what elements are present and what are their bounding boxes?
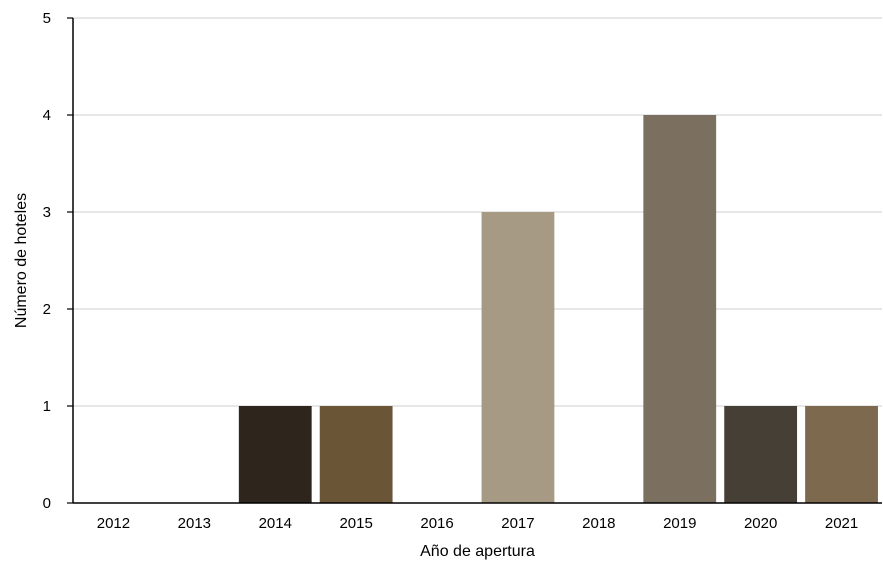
x-tick-label: 2015 xyxy=(339,515,372,532)
y-tick-label: 4 xyxy=(43,107,51,124)
x-tick-label: 2021 xyxy=(825,515,858,532)
bar-2021 xyxy=(805,406,878,503)
x-tick-label: 2016 xyxy=(420,515,453,532)
y-tick-label: 1 xyxy=(43,398,51,415)
bar-2015 xyxy=(319,406,393,503)
y-tick-label: 0 xyxy=(43,495,51,512)
y-tick-label: 2 xyxy=(43,301,51,318)
x-tick-label: 2017 xyxy=(501,515,534,532)
bar-2019 xyxy=(643,115,717,503)
y-axis-title: Número de hoteles xyxy=(13,193,30,328)
bar-2020 xyxy=(724,406,798,503)
x-axis-title: Año de apertura xyxy=(420,543,535,560)
x-tick-label: 2013 xyxy=(178,515,211,532)
x-tick-label: 2014 xyxy=(259,515,292,532)
bar-2014 xyxy=(238,406,312,503)
bar-2017 xyxy=(481,212,555,503)
x-tick-labels: 2012 2013 2014 2015 2016 2017 2018 2019 2020 2021 xyxy=(97,515,858,532)
y-tick-labels: 0 1 2 3 4 5 xyxy=(43,10,51,512)
y-tick-label: 3 xyxy=(43,204,51,221)
x-tick-label: 2012 xyxy=(97,515,130,532)
x-tick-label: 2018 xyxy=(582,515,615,532)
x-tick-label: 2020 xyxy=(744,515,777,532)
bars xyxy=(238,115,878,503)
x-tick-label: 2019 xyxy=(663,515,696,532)
y-tick-label: 5 xyxy=(43,10,51,27)
